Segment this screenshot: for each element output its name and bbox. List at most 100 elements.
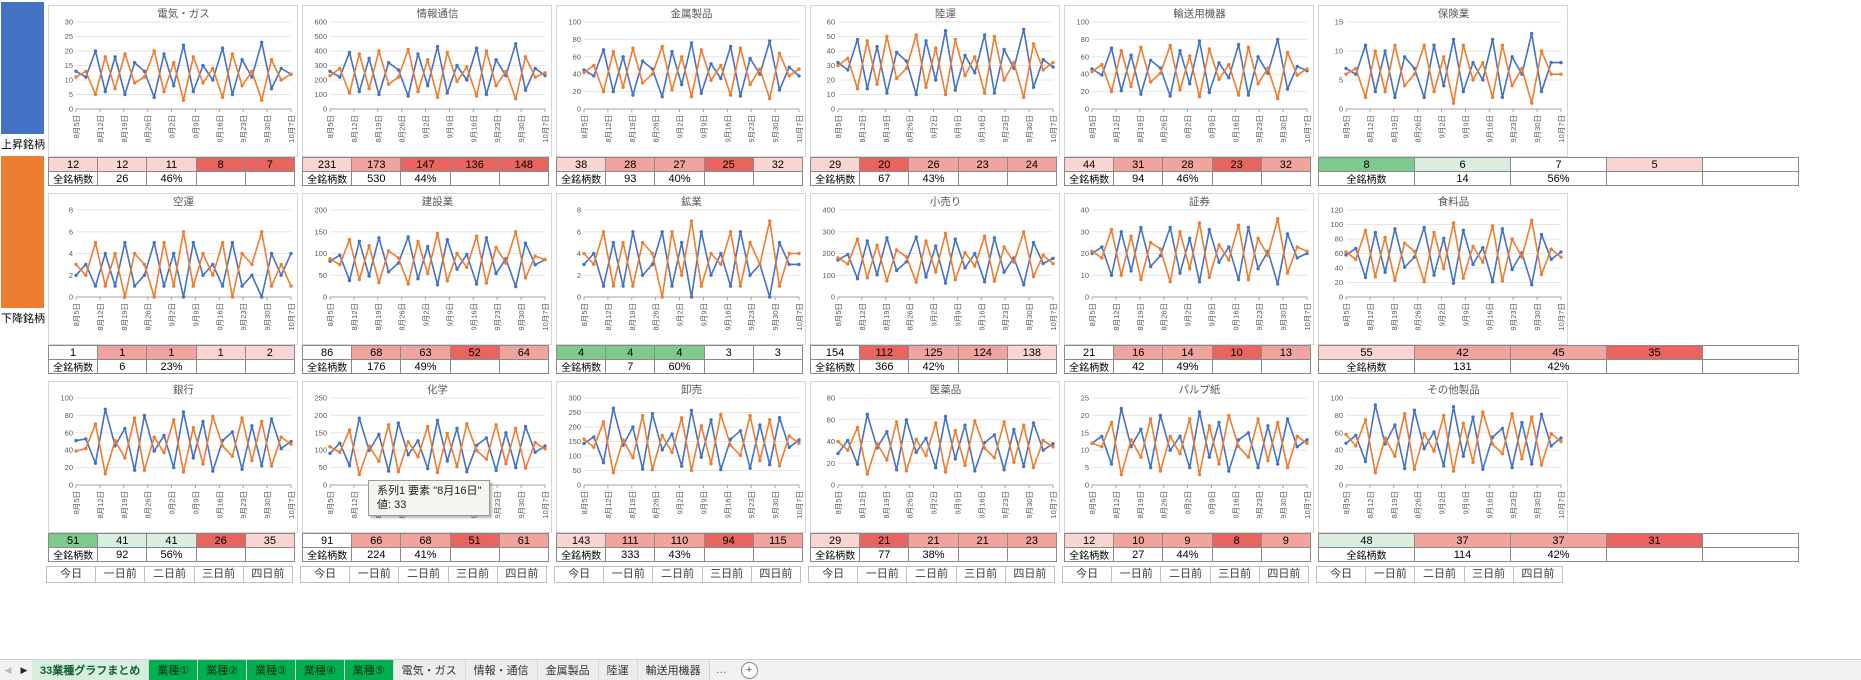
daily-stat-cell[interactable]: 45 [1510, 345, 1607, 360]
period-header-cell[interactable]: 一日前 [1365, 566, 1416, 583]
total-label[interactable]: 全銘柄数 [556, 547, 607, 562]
empty-cell[interactable] [498, 171, 549, 186]
period-header-cell[interactable]: 一日前 [349, 566, 400, 583]
daily-stat-cell[interactable]: 21 [1064, 345, 1115, 360]
sheet-tab[interactable]: 輸送用機器 [637, 660, 710, 680]
total-count[interactable]: 333 [605, 547, 656, 562]
period-header-cell[interactable]: 四日前 [750, 566, 801, 583]
daily-stat-cell[interactable]: 37 [1414, 533, 1511, 548]
total-count[interactable]: 14 [1414, 171, 1511, 186]
rising-percentage[interactable]: 40% [654, 171, 705, 186]
line-chart[interactable]: パルプ紙 0 5 10 15 20 25 8月5日 8月12日 8月19日 8月26日 9月2日 9月9… [1065, 382, 1313, 532]
empty-cell[interactable] [195, 547, 246, 562]
period-header-cell[interactable]: 三日前 [1209, 566, 1260, 583]
empty-cell[interactable] [244, 171, 295, 186]
total-count[interactable]: 94 [1113, 171, 1164, 186]
daily-stat-cell[interactable]: 12 [48, 157, 99, 172]
daily-stat-cell[interactable]: 9 [1260, 533, 1311, 548]
period-header-cell[interactable]: 一日前 [857, 566, 908, 583]
rising-percentage[interactable]: 43% [654, 547, 705, 562]
sector-chart[interactable]: 陸運 0 10 20 30 40 50 60 8月5日 8月12日 8月19日 8月26日 9月2日 9月… [810, 5, 1060, 157]
daily-stat-cell[interactable]: 37 [1510, 533, 1607, 548]
empty-cell[interactable] [1260, 547, 1311, 562]
empty-cell[interactable] [703, 171, 754, 186]
sheet-tab[interactable]: 電気・ガス [393, 660, 466, 680]
period-header-cell[interactable]: 二日前 [1160, 566, 1211, 583]
empty-cell[interactable] [1702, 359, 1799, 374]
line-chart[interactable]: 情報通信 0 100 200 300 400 500 600 8月5日 8月12日 8月19日 8月2… [303, 6, 551, 156]
daily-stat-cell[interactable]: 68 [400, 533, 451, 548]
daily-stat-cell[interactable]: 23 [1006, 533, 1057, 548]
empty-cell[interactable] [1260, 171, 1311, 186]
daily-stat-cell[interactable]: 61 [498, 533, 549, 548]
daily-stat-cell[interactable]: 35 [244, 533, 295, 548]
empty-cell[interactable] [1606, 547, 1703, 562]
daily-stat-cell[interactable]: 26 [908, 157, 959, 172]
total-label[interactable]: 全銘柄数 [1064, 359, 1115, 374]
period-header-cell[interactable]: 四日前 [496, 566, 547, 583]
daily-stat-cell[interactable]: 11 [146, 157, 197, 172]
sector-chart[interactable]: 建設業 0 50 100 150 200 8月5日 8月12日 8月19日 8月26日 9月2日 9月… [302, 193, 552, 345]
empty-cell[interactable] [703, 547, 754, 562]
line-chart[interactable]: 電気・ガス 0 5 10 15 20 25 30 8月5日 8月12日 8月19日 8月26日 9月2日… [49, 6, 297, 156]
line-chart[interactable]: 医薬品 0 20 40 60 80 8月5日 8月12日 8月19日 8月26日 9月2日 9月9日 9… [811, 382, 1059, 532]
daily-stat-cell[interactable]: 14 [1162, 345, 1213, 360]
empty-cell[interactable] [1211, 171, 1262, 186]
empty-cell[interactable] [244, 359, 295, 374]
line-chart[interactable]: 証券 0 10 20 30 40 8月5日 8月12日 8月19日 8月26日 9月2日 9月9日 9月… [1065, 194, 1313, 344]
empty-cell[interactable] [195, 359, 246, 374]
empty-cell[interactable] [244, 547, 295, 562]
daily-stat-cell[interactable]: 12 [97, 157, 148, 172]
total-count[interactable]: 366 [859, 359, 910, 374]
daily-stat-cell[interactable]: 48 [1318, 533, 1415, 548]
sector-chart[interactable]: 鉱業 0 2 4 6 8 8月5日 8月12日 8月19日 8月26日 9月2日 9月9日 9月16日 9… [556, 193, 806, 345]
line-chart[interactable]: 銀行 0 20 40 60 80 100 8月5日 8月12日 8月19日 8月26日 9月2日 9月9… [49, 382, 297, 532]
period-header-cell[interactable]: 一日前 [1111, 566, 1162, 583]
period-header-cell[interactable]: 二日前 [144, 566, 195, 583]
daily-stat-cell[interactable]: 63 [400, 345, 451, 360]
daily-stat-cell[interactable]: 16 [1113, 345, 1164, 360]
daily-stat-cell[interactable]: 25 [703, 157, 754, 172]
period-header-cell[interactable]: 二日前 [652, 566, 703, 583]
rising-percentage[interactable]: 23% [146, 359, 197, 374]
sector-chart[interactable]: 輸送用機器 0 20 40 60 80 100 8月5日 8月12日 8月19日 8月26日 9月2日… [1064, 5, 1314, 157]
sheet-nav-left-icon[interactable]: ◀ [4, 664, 12, 675]
period-header-cell[interactable]: 四日前 [1512, 566, 1563, 583]
daily-stat-cell[interactable]: 23 [1211, 157, 1262, 172]
rising-percentage[interactable]: 44% [1162, 547, 1213, 562]
total-count[interactable]: 7 [605, 359, 656, 374]
rising-percentage[interactable]: 56% [146, 547, 197, 562]
rising-percentage[interactable]: 38% [908, 547, 959, 562]
rising-percentage[interactable]: 56% [1510, 171, 1607, 186]
rising-percentage[interactable]: 44% [400, 171, 451, 186]
rising-percentage[interactable]: 42% [908, 359, 959, 374]
empty-cell[interactable] [1006, 171, 1057, 186]
period-header-cell[interactable]: 三日前 [447, 566, 498, 583]
daily-stat-cell[interactable]: 41 [146, 533, 197, 548]
daily-stat-cell[interactable]: 125 [908, 345, 959, 360]
daily-stat-cell[interactable]: 7 [1510, 157, 1607, 172]
rising-percentage[interactable]: 46% [146, 171, 197, 186]
period-header-cell[interactable]: 今日 [1062, 566, 1113, 583]
daily-stat-cell[interactable]: 20 [859, 157, 910, 172]
total-count[interactable]: 67 [859, 171, 910, 186]
total-count[interactable]: 92 [97, 547, 148, 562]
period-header-cell[interactable]: 二日前 [1414, 566, 1465, 583]
total-label[interactable]: 全銘柄数 [1064, 547, 1115, 562]
line-chart[interactable]: 金属製品 0 20 40 60 80 100 8月5日 8月12日 8月19日 8月26日 9月2日 9… [557, 6, 805, 156]
empty-cell[interactable] [752, 547, 803, 562]
empty-cell[interactable] [498, 547, 549, 562]
sheet-tab[interactable]: 33業種グラフまとめ [32, 660, 150, 680]
daily-stat-cell[interactable] [1702, 345, 1799, 360]
period-header-cell[interactable]: 二日前 [398, 566, 449, 583]
empty-cell[interactable] [752, 171, 803, 186]
daily-stat-cell[interactable]: 21 [908, 533, 959, 548]
empty-cell[interactable] [1702, 547, 1799, 562]
daily-stat-cell[interactable]: 28 [1162, 157, 1213, 172]
daily-stat-cell[interactable]: 31 [1113, 157, 1164, 172]
empty-cell[interactable] [752, 359, 803, 374]
line-chart[interactable]: 鉱業 0 2 4 6 8 8月5日 8月12日 8月19日 8月26日 9月2日 9月9日 9月16日 9… [557, 194, 805, 344]
sector-chart[interactable]: 銀行 0 20 40 60 80 100 8月5日 8月12日 8月19日 8月26日 9月2日 9月9… [48, 381, 298, 533]
daily-stat-cell[interactable] [1702, 157, 1799, 172]
period-header-cell[interactable]: 一日前 [95, 566, 146, 583]
